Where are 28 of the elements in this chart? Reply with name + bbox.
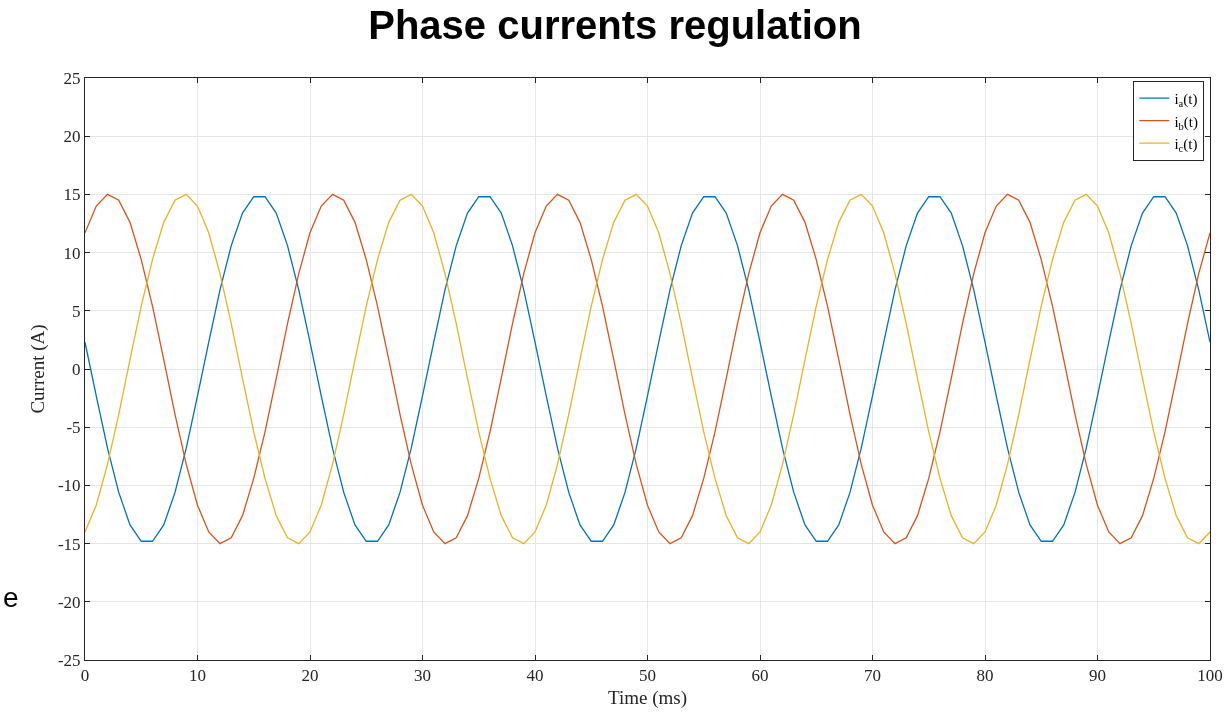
y-tick-label: 25 <box>63 68 81 88</box>
y-tick-label: 20 <box>63 127 81 147</box>
x-axis-title: Time (ms) <box>607 687 688 710</box>
y-tick-label: -15 <box>57 534 81 554</box>
x-tick-label: 10 <box>189 666 206 686</box>
legend-label: i$_{c}$(t) <box>1174 136 1198 155</box>
x-tick-label: 100 <box>1197 666 1223 686</box>
x-tick-label: 20 <box>301 666 319 686</box>
y-axis-title: Current (A) <box>26 324 49 414</box>
x-tick-label: 60 <box>751 666 769 686</box>
x-tick-label: 30 <box>414 666 431 686</box>
x-tick-label: 50 <box>639 666 656 686</box>
y-tick-label: 5 <box>72 301 81 321</box>
y-tick-label: -10 <box>57 476 81 496</box>
x-tick-label: 40 <box>526 666 544 686</box>
legend-label: i$_{a}$(t) <box>1174 91 1198 110</box>
legend-label: i$_{b}$(t) <box>1174 113 1198 132</box>
y-tick-label: 15 <box>63 185 81 205</box>
y-tick-label: 0 <box>72 359 81 379</box>
y-tick-label: 10 <box>63 243 81 263</box>
x-tick-label: 80 <box>976 666 994 686</box>
y-tick-label: -20 <box>57 592 81 612</box>
chart-title: Phase currents regulation <box>368 2 862 47</box>
x-tick-label: 70 <box>864 666 881 686</box>
y-tick-label: -25 <box>57 650 81 670</box>
y-tick-label: -5 <box>66 418 81 438</box>
x-tick-label: 90 <box>1089 666 1106 686</box>
text: e <box>3 582 19 613</box>
